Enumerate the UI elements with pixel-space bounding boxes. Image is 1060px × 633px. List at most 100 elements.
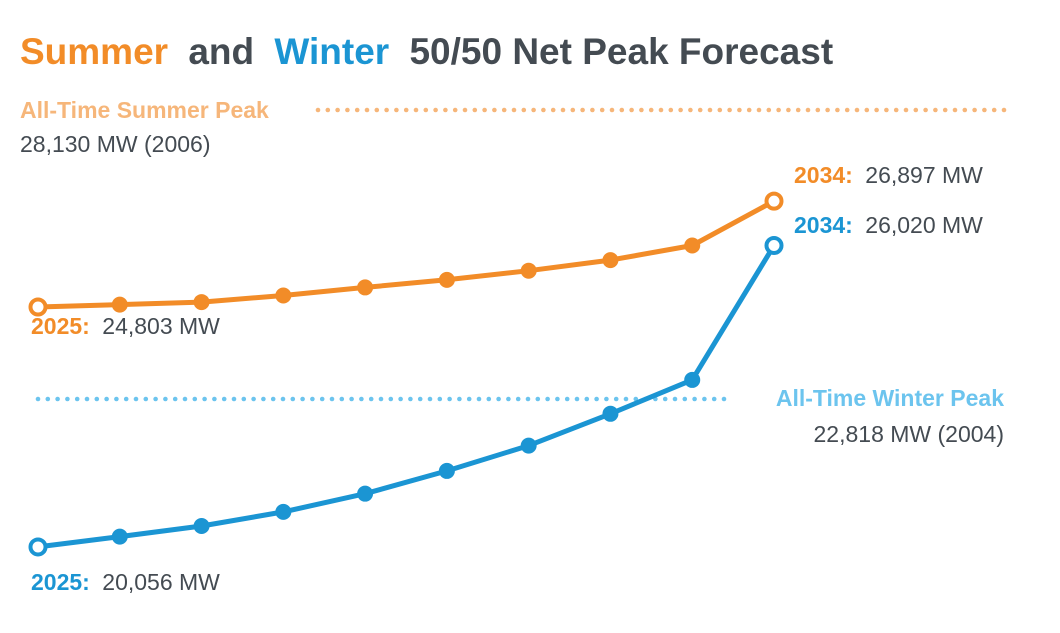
winter-ref-dot [94,396,100,402]
winter-ref-dot [604,396,609,402]
summer-ref-dot [433,107,438,113]
winter-ref-dot [84,396,90,402]
winter-points [28,235,784,557]
summer-ref-dot [384,107,389,113]
winter-point-2032 [602,405,619,422]
summer-ref-dot [658,107,664,113]
summer-ref-dot [580,107,585,113]
summer-ref-dot [443,107,448,113]
summer-ref-dot [776,107,781,113]
summer-ref-dot [531,107,536,113]
summer-ref-dot [844,107,850,113]
summer-peak-dots [315,107,1007,113]
winter-ref-dot [172,396,178,402]
winter-ref-dot [104,396,109,402]
summer-ref-dot [913,107,919,113]
winter-point-2034 [764,235,784,255]
summer-end-label: 2034: 26,897 MW [794,162,983,188]
winter-ref-dot [398,396,403,402]
summer-point-2032 [602,252,619,269]
winter-point-2033 [684,371,701,388]
summer-ref-dot [972,107,977,113]
winter-ref-dot [702,396,707,402]
chart-title: Summer and Winter 50/50 Net Peak Forecas… [20,31,833,72]
summer-ref-dot [541,107,546,113]
summer-ref-dot [727,107,732,113]
winter-ref-dot [525,396,531,402]
title-rest: 50/50 Net Peak Forecast [409,31,833,72]
summer-start-year: 2025: [31,313,90,339]
winter-point-2031 [520,437,537,454]
summer-ref-dot [492,107,497,113]
title-winter-word: Winter [274,31,389,72]
winter-ref-dot [466,396,472,402]
summer-ref-dot [854,107,860,113]
summer-ref-dot [688,107,693,113]
winter-ref-dot [290,396,296,402]
winter-ref-dot [672,396,678,402]
summer-ref-dot [933,107,938,113]
summer-ref-dot [982,107,987,113]
summer-start-label: 2025: 24,803 MW [31,313,220,339]
summer-ref-dot [648,107,654,113]
winter-peak-dots [35,396,727,402]
winter-start-value: 20,056 MW [102,569,220,595]
winter-ref-dot [261,396,266,402]
winter-ref-dot [545,396,550,402]
summer-ref-dot [795,107,801,113]
winter-ref-dot [182,396,188,402]
title-summer-word: Summer [20,31,168,72]
summer-ref-dot [746,107,752,113]
winter-point-2027 [193,518,210,535]
winter-ref-dot [564,396,570,402]
summer-ref-dot [835,107,840,113]
winter-ref-dot [378,396,384,402]
summer-ref-dot [560,107,566,113]
summer-ref-dot [599,107,605,113]
summer-ref-dot [335,107,340,113]
summer-ref-dot [717,107,723,113]
summer-end-year: 2034: [794,162,853,188]
summer-ref-dot [325,107,331,113]
summer-ref-dot [825,107,830,113]
summer-ref-dot [874,107,879,113]
summer-start-value: 24,803 MW [102,313,220,339]
summer-point-2026 [111,296,128,313]
winter-ref-dot [692,396,697,402]
winter-ref-dot [221,396,227,402]
summer-ref-dot [472,107,478,113]
winter-ref-dot [35,396,41,402]
summer-point-2031 [520,262,537,279]
summer-ref-dot [570,107,576,113]
winter-end-value: 26,020 MW [865,212,983,238]
winter-ref-dot [65,396,70,402]
winter-ref-dot [114,396,119,402]
summer-ref-dot [629,107,634,113]
winter-ref-dot [280,396,286,402]
winter-end-label: 2034: 26,020 MW [794,212,983,238]
summer-ref-dot [678,107,683,113]
winter-ref-dot [192,396,198,402]
winter-ref-dot [133,396,139,402]
winter-ref-dot [153,396,158,402]
winter-ref-dot [388,396,394,402]
summer-series-line [35,198,777,310]
summer-ref-dot [403,107,409,113]
summer-ref-dot [991,107,997,113]
winter-ref-dot [319,396,325,402]
winter-ref-dot [408,396,413,402]
winter-ref-dot [613,396,619,402]
summer-ref-dot [619,107,625,113]
winter-ref-dot [682,396,688,402]
summer-ref-dot [315,107,321,113]
winter-ref-dot [202,396,207,402]
winter-ref-dot [270,396,276,402]
summer-ref-dot [962,107,968,113]
summer-point-2030 [438,271,455,288]
summer-ref-dot [345,107,350,113]
summer-ref-dot [903,107,909,113]
summer-ref-dot [942,107,948,113]
summer-ref-dot [668,107,674,113]
summer-end-value: 26,897 MW [865,162,983,188]
